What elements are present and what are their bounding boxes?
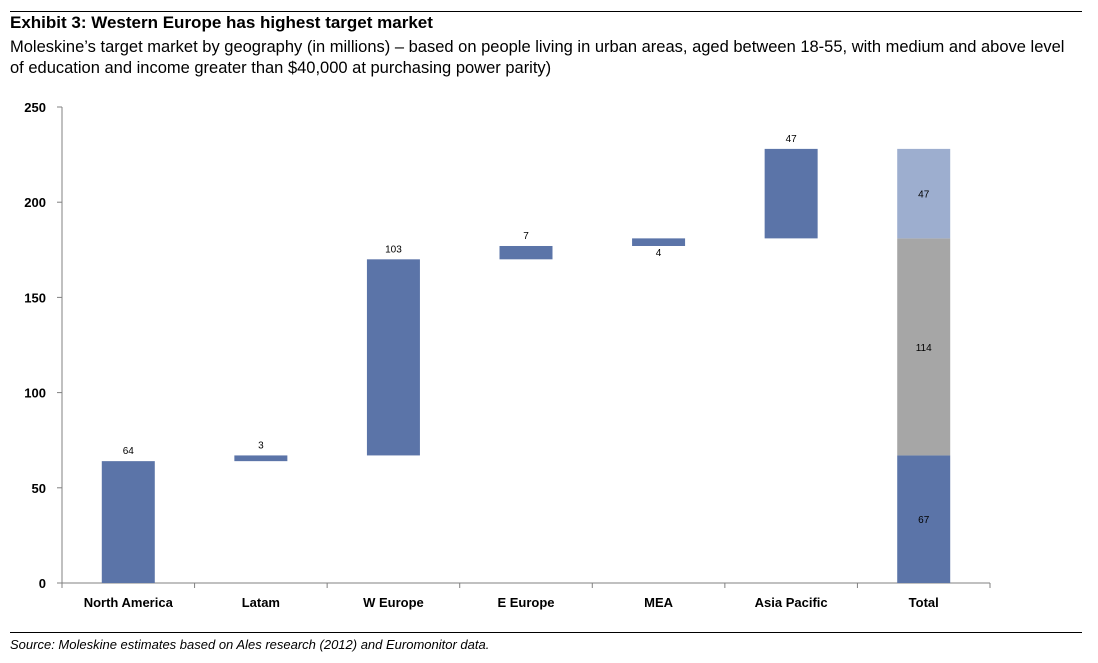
data-label: 4 [656,248,662,259]
data-label: 114 [916,343,932,354]
x-tick-label: W Europe [363,595,424,610]
y-tick-label: 100 [24,386,46,401]
bar [632,238,686,246]
y-tick-label: 250 [24,100,46,115]
data-label: 3 [258,440,264,451]
source-note: Source: Moleskine estimates based on Ale… [10,637,490,652]
x-tick-label: MEA [644,595,674,610]
exhibit-subtitle: Moleskine’s target market by geography (… [10,38,1065,77]
bar [499,245,553,260]
bar [234,455,288,462]
total-bar-segment [897,455,951,583]
total-bar-segment [897,238,951,456]
bar [366,259,420,456]
data-label: 47 [786,134,798,145]
x-tick-label: Total [909,595,939,610]
y-tick-label: 0 [39,576,46,591]
total-bar-segment [897,148,951,239]
x-tick-label: Asia Pacific [755,595,828,610]
exhibit-title: Exhibit 3: Western Europe has highest ta… [10,13,433,32]
y-tick-label: 200 [24,195,46,210]
data-label: 7 [523,231,529,242]
data-label: 47 [918,190,930,201]
data-label: 64 [123,446,135,457]
bar [101,461,155,583]
y-tick-label: 50 [32,481,46,496]
bottom-rule [10,632,1082,633]
bar [764,148,818,239]
x-tick-label: Latam [242,595,280,610]
y-tick-label: 150 [24,290,46,305]
top-rule [10,11,1082,12]
waterfall-chart: 0 50 100 150 200 250 North America Latam W Europ… [24,100,991,610]
x-tick-label: North America [84,595,174,610]
x-tick-label: E Europe [497,595,554,610]
data-label: 103 [385,244,402,255]
data-label: 67 [918,515,930,526]
